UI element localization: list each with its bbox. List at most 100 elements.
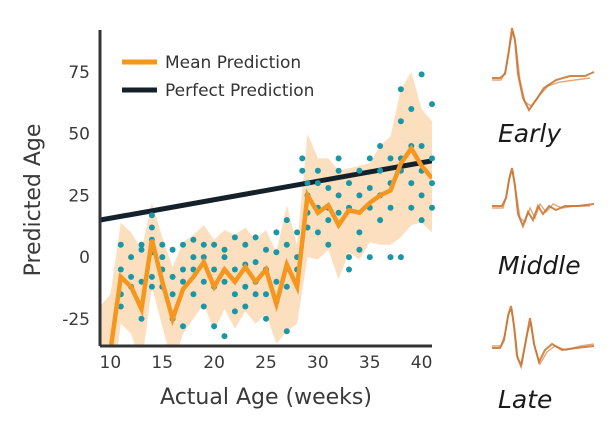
scatter-point-62	[273, 278, 280, 285]
scatter-point-99	[366, 185, 373, 191]
legend: Mean Prediction Perfect Prediction	[122, 53, 314, 101]
scatter-point-84	[325, 241, 332, 248]
scatter-point-2	[117, 241, 124, 248]
x-tick-label-35: 35	[359, 353, 381, 373]
legend-label-perfect: Perfect Prediction	[165, 81, 314, 101]
scatter-point-32	[190, 291, 197, 298]
y-tick-label-50: 50	[68, 125, 90, 145]
scatter-point-33	[200, 278, 207, 285]
scatter-point-104	[377, 217, 384, 224]
waveform-middle-trace-1	[492, 167, 595, 229]
scatter-point-115	[408, 204, 415, 211]
scatter-point-19	[159, 241, 166, 248]
y-axis-label: Predicted Age	[21, 124, 46, 277]
scatter-point-48	[231, 308, 238, 315]
waveform-late: Late	[492, 305, 595, 414]
scatter-point-87	[335, 192, 342, 199]
x-tick-label-40: 40	[411, 353, 433, 373]
scatter-point-76	[304, 180, 311, 187]
scatter-point-20	[159, 254, 166, 261]
scatter-point-59	[263, 246, 269, 253]
scatter-point-6	[128, 254, 135, 261]
scatter-point-73	[299, 167, 306, 174]
scatter-point-106	[387, 254, 394, 261]
scatter-point-101	[366, 254, 373, 261]
scatter-point-118	[408, 180, 415, 187]
scatter-point-31	[190, 236, 197, 243]
scatter-point-94	[356, 229, 363, 236]
scatter-point-67	[283, 217, 290, 224]
stage-label-early: Early	[498, 119, 562, 148]
scatter-point-52	[242, 303, 249, 310]
scatter-point-110	[397, 254, 404, 261]
scatter-point-119	[418, 71, 425, 78]
scatter-point-41	[221, 333, 228, 340]
scatter-point-90	[346, 180, 352, 187]
scatter-point-45	[231, 234, 238, 241]
scatter-point-44	[221, 254, 228, 261]
waveform-late-trace-1	[492, 305, 595, 370]
y-tick-label-75: 75	[68, 63, 90, 83]
y-tick-label-25: 25	[68, 186, 90, 206]
scatter-point-88	[335, 155, 342, 162]
scatter-point-15	[148, 273, 155, 280]
scatter-point-37	[211, 266, 218, 273]
scatter-point-120	[418, 143, 425, 149]
scatter-point-122	[418, 192, 425, 199]
waveform-middle-trace-2	[492, 170, 590, 224]
scatter-point-127	[429, 180, 435, 187]
scatter-point-29	[190, 254, 197, 261]
scatter-point-107	[387, 155, 394, 162]
waveform-late-trace-2	[492, 308, 595, 366]
scatter-point-112	[397, 86, 404, 93]
scatter-point-13	[148, 283, 155, 290]
scatter-point-126	[429, 204, 435, 211]
scatter-point-57	[263, 291, 269, 298]
x-tick-label-30: 30	[307, 353, 329, 373]
scatter-point-36	[200, 254, 207, 261]
scatter-point-86	[335, 167, 342, 174]
scatter-point-109	[387, 204, 394, 211]
legend-label-mean: Mean Prediction	[165, 53, 301, 73]
scatter-point-4	[128, 273, 135, 280]
waveform-middle: Middle	[492, 167, 595, 280]
scatter-point-60	[263, 315, 269, 322]
scatter-point-103	[377, 167, 384, 174]
scatter-point-39	[211, 241, 218, 248]
scatter-point-65	[283, 241, 290, 248]
scatter-point-42	[221, 278, 228, 285]
scatter-point-43	[221, 246, 228, 253]
scatter-point-54	[252, 259, 259, 266]
x-tick-label-20: 20	[203, 353, 225, 373]
tick-labels: 10 15 20 25 30 35 40 -25 0 25 50 75	[62, 63, 432, 373]
scatter-point-10	[138, 241, 145, 248]
scatter-point-78	[314, 180, 321, 187]
scatter-point-26	[180, 278, 186, 285]
scatter-point-72	[299, 155, 306, 162]
waveform-early: Early	[492, 27, 595, 148]
mean-prediction-line	[108, 144, 432, 346]
scatter-point-91	[346, 254, 352, 261]
scatter-point-47	[231, 291, 238, 298]
scatter-point-97	[356, 167, 363, 174]
scatter-point-82	[325, 217, 332, 224]
scatter-point-95	[356, 246, 363, 253]
scatter-point-80	[314, 229, 321, 236]
scatter-point-28	[180, 266, 186, 273]
confidence-band	[100, 72, 432, 346]
scatter-point-11	[148, 224, 155, 231]
scatter-point-49	[242, 283, 249, 290]
plot-area	[98, 30, 435, 348]
scatter-point-16	[148, 212, 155, 219]
scatter-point-113	[397, 118, 404, 125]
scatter-point-98	[366, 155, 373, 162]
scatter-point-102	[377, 143, 384, 149]
scatter-point-9	[138, 278, 145, 285]
scatter-point-55	[252, 234, 259, 241]
scatter-point-71	[294, 229, 301, 236]
scatter-point-89	[335, 209, 342, 216]
scatter-point-92	[346, 266, 352, 273]
scatter-point-81	[314, 167, 321, 174]
x-tick-label-25: 25	[255, 353, 277, 373]
